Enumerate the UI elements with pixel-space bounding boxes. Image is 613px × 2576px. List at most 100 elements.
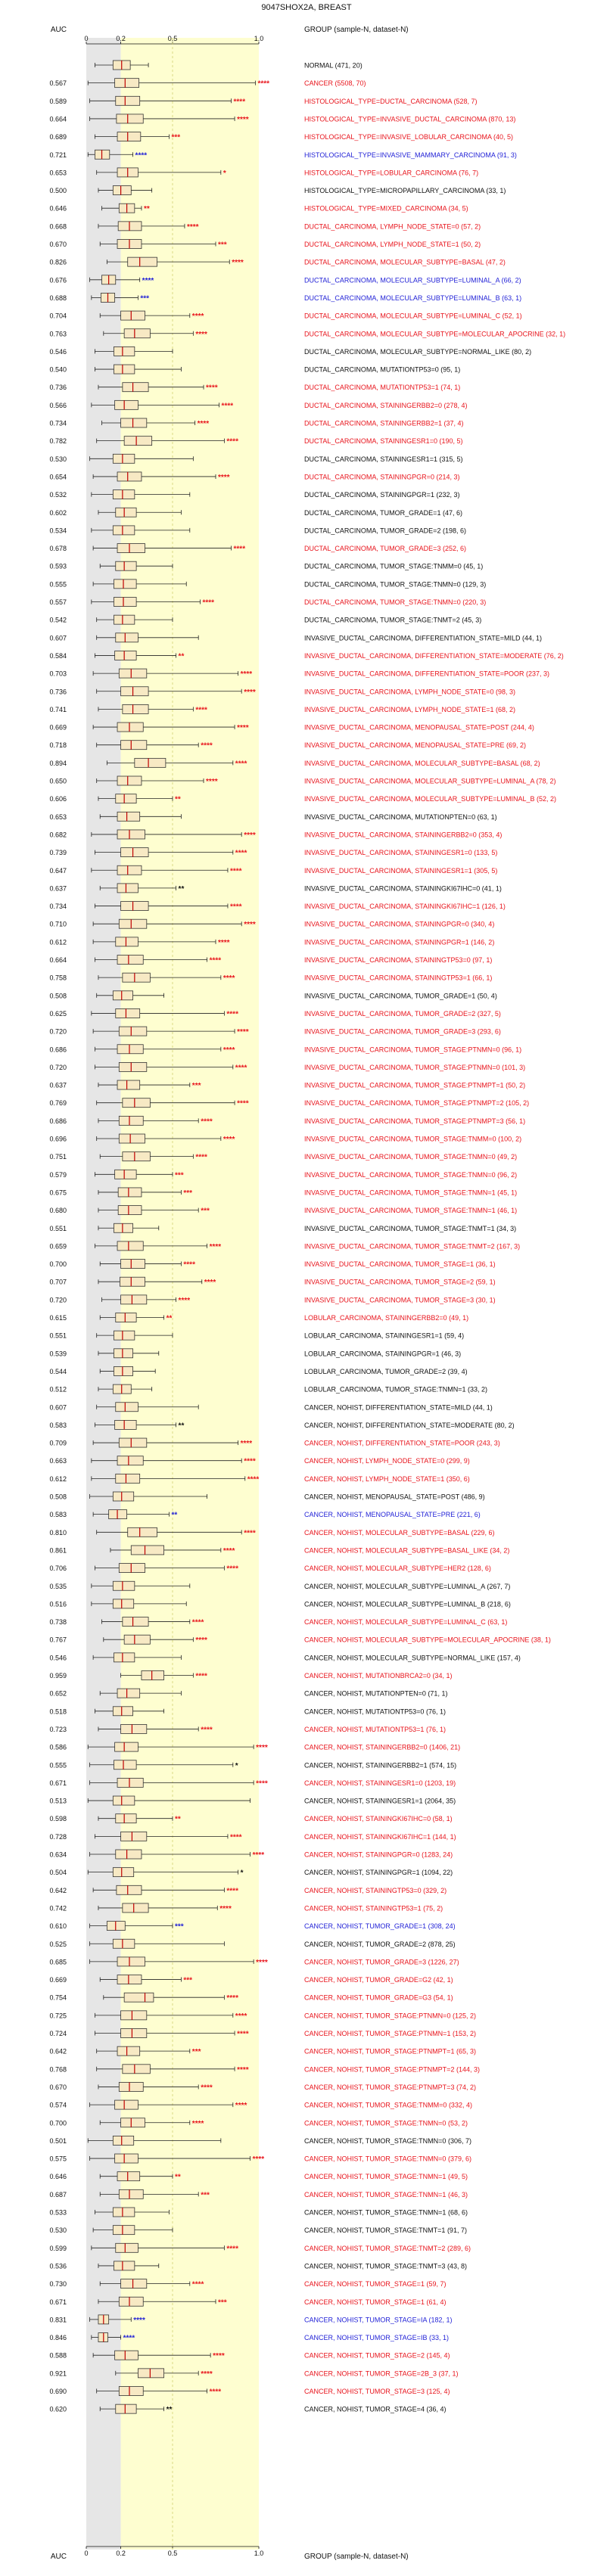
significance-stars: ****: [195, 706, 207, 714]
auc-value: 0.894: [49, 760, 67, 767]
group-label: HISTOLOGICAL_TYPE=MICROPAPILLARY_CARCINO…: [304, 187, 506, 194]
box-iqr: [114, 651, 137, 660]
box-iqr: [118, 1115, 144, 1126]
data-row: 0.739 **** INVASIVE_DUCTAL_CARCINOMA, STAI…: [49, 847, 497, 858]
box-iqr: [114, 1330, 135, 1341]
auc-value: 0.637: [49, 1082, 67, 1089]
group-label: HISTOLOGICAL_TYPE=MIXED_CARCINOMA (34, 5…: [304, 205, 468, 213]
group-label: DUCTAL_CARCINOMA, MOLECULAR_SUBTYPE=LUMI…: [304, 312, 522, 320]
group-label: DUCTAL_CARCINOMA, STAININGESR1=0 (190, 5…: [304, 437, 462, 445]
significance-stars: ****: [232, 259, 244, 267]
group-label: INVASIVE_DUCTAL_CARCINOMA, STAININGKI67I…: [304, 884, 502, 892]
auc-value: 0.620: [49, 2406, 67, 2413]
box-iqr: [117, 1187, 142, 1198]
significance-stars: ****: [226, 1887, 238, 1895]
data-row: 0.707 **** INVASIVE_DUCTAL_CARCINOMA, TUMO…: [49, 1276, 496, 1287]
significance-stars: ****: [133, 2317, 145, 2325]
significance-stars: ****: [204, 1279, 216, 1287]
group-label: CANCER, NOHIST, TUMOR_STAGE:TNMN=0 (379,…: [304, 2155, 471, 2163]
top-axis-tick-label: 1.0: [254, 35, 264, 42]
data-row: 0.620 ** CANCER, NOHIST, TUMOR_STAGE=4 (36…: [49, 2404, 446, 2414]
data-row: 0.588 **** CANCER, NOHIST, TUMOR_STAGE=2 (…: [49, 2350, 450, 2360]
data-row: 0.508 INVASIVE_DUCTAL_CARCINOMA, TUMOR_GR…: [49, 990, 497, 1001]
auc-value: 0.707: [49, 1279, 67, 1286]
significance-stars: ****: [257, 80, 269, 89]
auc-value: 0.751: [49, 1153, 67, 1161]
bottom-axis-tick-label: 1.0: [254, 2550, 264, 2557]
significance-stars: ****: [206, 384, 218, 393]
data-row: 0.525 CANCER, NOHIST, TUMOR_GRADE=2 (878,…: [49, 1938, 456, 1949]
group-label: DUCTAL_CARCINOMA, TUMOR_STAGE:TNMT=2 (45…: [304, 617, 481, 624]
group-label: DUCTAL_CARCINOMA, MOLECULAR_SUBTYPE=NORM…: [304, 348, 531, 356]
box-iqr: [123, 1992, 154, 2003]
significance-stars: ****: [223, 1046, 235, 1055]
group-label: CANCER, NOHIST, MOLECULAR_SUBTYPE=HER2 (…: [304, 1565, 491, 1572]
group-label: CANCER, NOHIST, MUTATIONBRCA2=0 (34, 1): [304, 1672, 452, 1680]
box-iqr: [118, 1026, 148, 1036]
auc-value: 0.653: [49, 813, 67, 821]
box-iqr: [114, 1420, 137, 1430]
box-iqr: [117, 132, 142, 142]
auc-value: 0.728: [49, 1833, 67, 1841]
significance-stars: ****: [237, 2066, 249, 2074]
data-row: 0.663 **** CANCER, NOHIST, LYMPH_NODE_STAT…: [49, 1456, 470, 1466]
data-row: 0.721 **** HISTOLOGICAL_TYPE=INVASIVE_MAMM…: [49, 149, 517, 160]
data-row: 0.533 CANCER, NOHIST, TUMOR_STAGE:TNMN=1 …: [49, 2207, 468, 2217]
data-row: 0.710 **** INVASIVE_DUCTAL_CARCINOMA, STAI…: [49, 918, 494, 929]
data-row: 0.607 INVASIVE_DUCTAL_CARCINOMA, DIFFEREN…: [49, 632, 542, 643]
auc-value: 0.686: [49, 1046, 67, 1053]
box-iqr: [115, 632, 138, 643]
data-row: 0.615 ** LOBULAR_CARCINOMA, STAININGERBB2=…: [49, 1313, 468, 1323]
auc-value: 0.504: [49, 1869, 67, 1876]
group-label: CANCER, NOHIST, TUMOR_GRADE=G3 (54, 1): [304, 1994, 453, 2002]
group-label: CANCER, NOHIST, TUMOR_GRADE=3 (1226, 27): [304, 1958, 459, 1965]
data-row: 0.768 **** CANCER, NOHIST, TUMOR_STAGE:PTN…: [49, 2064, 480, 2074]
group-label: DUCTAL_CARCINOMA, MUTATIONTP53=0 (95, 1): [304, 366, 460, 374]
data-row: 0.518 CANCER, NOHIST, MUTATIONTP53=0 (76,…: [49, 1706, 446, 1717]
auc-value: 0.567: [49, 79, 67, 87]
significance-stars: ****: [192, 2281, 204, 2289]
auc-value: 0.546: [49, 1654, 67, 1661]
group-label: DUCTAL_CARCINOMA, MOLECULAR_SUBTYPE=LUMI…: [304, 276, 521, 284]
auc-value: 0.734: [49, 903, 67, 910]
box-iqr: [112, 489, 135, 499]
group-label: INVASIVE_DUCTAL_CARCINOMA, TUMOR_STAGE:T…: [304, 1189, 517, 1196]
auc-value: 0.508: [49, 992, 67, 999]
box-iqr: [120, 686, 149, 697]
group-label: DUCTAL_CARCINOMA, LYMPH_NODE_STATE=0 (57…: [304, 222, 481, 230]
box-iqr: [112, 990, 133, 1001]
significance-stars: ***: [171, 134, 180, 142]
data-row: 0.653 INVASIVE_DUCTAL_CARCINOMA, MUTATION…: [49, 811, 497, 822]
group-label: LOBULAR_CARCINOMA, STAININGPGR=1 (46, 3): [304, 1350, 461, 1357]
auc-value: 0.680: [49, 1207, 67, 1214]
group-label: INVASIVE_DUCTAL_CARCINOMA, DIFFERENTIATI…: [304, 634, 542, 642]
group-label: HISTOLOGICAL_TYPE=DUCTAL_CARCINOMA (528,…: [304, 98, 478, 105]
auc-value: 0.696: [49, 1136, 67, 1143]
box-iqr: [114, 1366, 133, 1376]
significance-stars: ****: [241, 1440, 253, 1448]
auc-value: 0.533: [49, 2209, 67, 2217]
group-label: INVASIVE_DUCTAL_CARCINOMA, STAININGESR1=…: [304, 849, 497, 856]
box-iqr: [117, 955, 144, 965]
auc-value: 0.767: [49, 1636, 67, 1644]
significance-stars: ****: [195, 1673, 207, 1681]
box-iqr: [112, 1706, 133, 1717]
auc-value: 0.612: [49, 1475, 67, 1483]
auc-value: 0.512: [49, 1386, 67, 1394]
group-label: INVASIVE_DUCTAL_CARCINOMA, DIFFERENTIATI…: [304, 670, 549, 678]
significance-stars: ****: [195, 1636, 207, 1645]
auc-value: 0.709: [49, 1440, 67, 1447]
data-row: 0.637 *** INVASIVE_DUCTAL_CARCINOMA, TUMOR…: [49, 1080, 525, 1090]
auc-value: 0.758: [49, 974, 67, 982]
box-iqr: [117, 811, 141, 822]
auc-value: 0.555: [49, 580, 67, 588]
box-iqr: [112, 453, 135, 464]
significance-stars: ****: [235, 760, 247, 768]
group-label: INVASIVE_DUCTAL_CARCINOMA, MENOPAUSAL_ST…: [304, 724, 534, 732]
box-iqr: [122, 972, 151, 983]
data-row: 0.589 **** HISTOLOGICAL_TYPE=DUCTAL_CARCIN…: [49, 95, 478, 106]
significance-stars: ****: [234, 545, 246, 554]
group-header-top: GROUP (sample-N, dataset-N): [304, 26, 409, 34]
group-label: CANCER, NOHIST, TUMOR_STAGE=1 (61, 4): [304, 2298, 446, 2306]
group-label: DUCTAL_CARCINOMA, TUMOR_GRADE=2 (198, 6): [304, 527, 466, 534]
